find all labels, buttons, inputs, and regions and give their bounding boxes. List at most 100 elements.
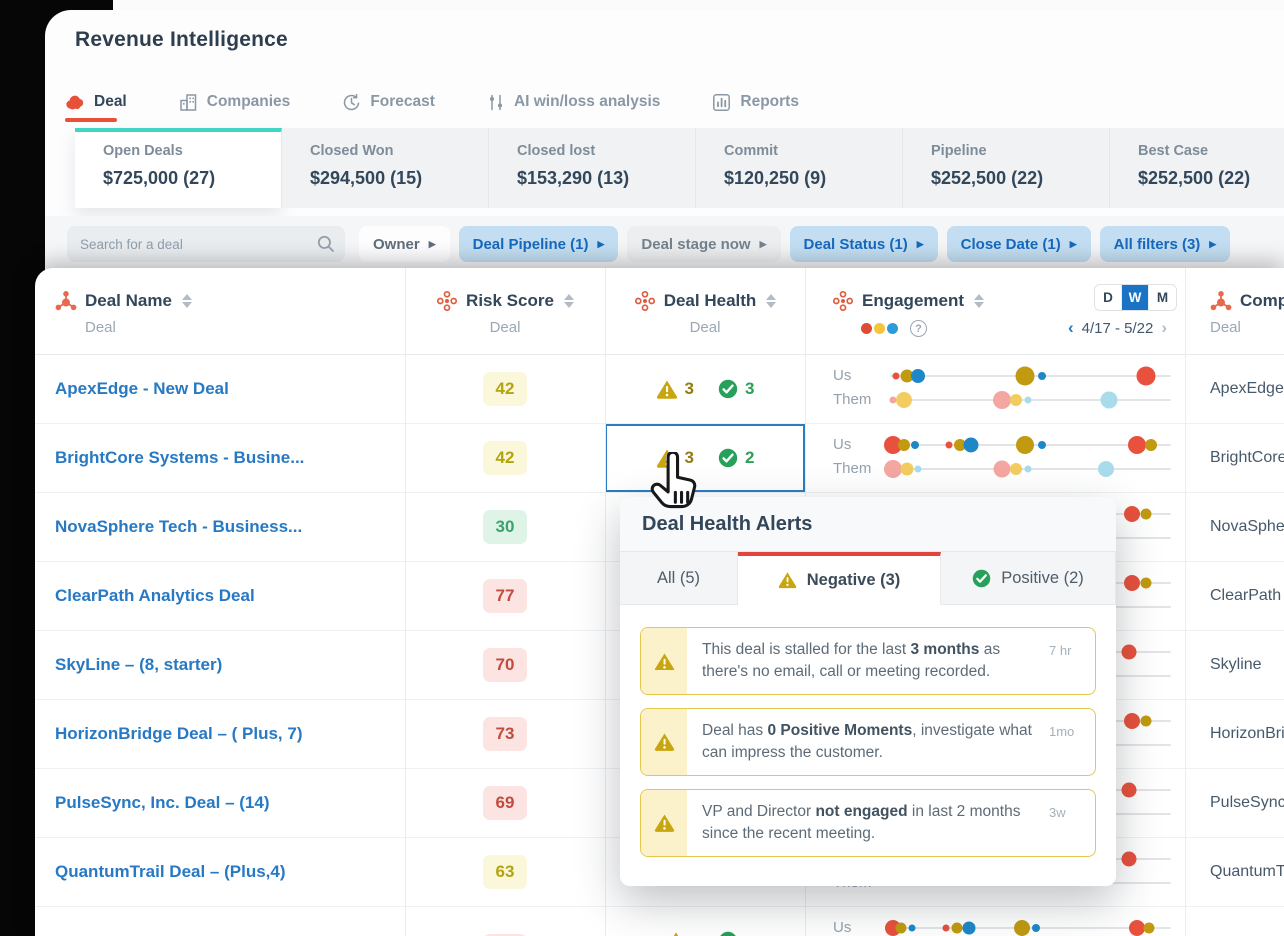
summary-card-pipeline[interactable]: Pipeline $252,500 (22) <box>903 128 1110 208</box>
deal-name-link[interactable]: ApexEdge - New Deal <box>55 379 229 398</box>
engagement-legend: ? <box>805 320 1185 337</box>
engagement-us-label: Us <box>833 367 852 384</box>
engagement-dot <box>954 439 967 451</box>
deal-name-link[interactable]: QuantumTrail Deal – (Plus,4) <box>55 862 286 881</box>
risk-score-badge: 70 <box>483 648 527 682</box>
column-header-risk-score: Risk Score Deal <box>405 268 605 354</box>
deal-name-cell: ClearPath Analytics Deal <box>35 562 405 630</box>
summary-card-best-case[interactable]: Best Case $252,500 (22) <box>1110 128 1284 208</box>
engagement-dot <box>1140 577 1152 589</box>
warning-icon <box>654 814 674 833</box>
filter-chip-owner[interactable]: Owner ▶ <box>359 226 450 262</box>
sort-toggle[interactable] <box>766 294 777 308</box>
hand-cursor-icon <box>650 452 697 509</box>
warning-icon <box>654 733 674 752</box>
chevron-right-icon[interactable]: › <box>1161 318 1167 337</box>
engagement-dot <box>1123 575 1140 591</box>
engagement-dot <box>900 462 914 476</box>
help-icon[interactable]: ? <box>910 320 927 337</box>
nav-tab-companies[interactable]: Companies <box>179 93 290 112</box>
engagement-dot <box>1121 851 1137 867</box>
filter-chip-deal-stage-now[interactable]: Deal stage now ▶ <box>627 226 781 262</box>
deal-name-cell <box>35 907 405 936</box>
period-option-m[interactable]: M <box>1156 290 1169 305</box>
chevron-right-icon: ▶ <box>916 238 924 249</box>
company-cell: ClearPath <box>1210 587 1282 604</box>
sort-toggle[interactable] <box>563 294 574 308</box>
popup-tab-label: Negative (3) <box>806 570 901 589</box>
company-cell: HorizonBridge <box>1210 725 1284 742</box>
summary-card-commit[interactable]: Commit $120,250 (9) <box>696 128 903 208</box>
engagement-dot <box>951 922 963 934</box>
filter-chip-deal-pipeline-1-[interactable]: Deal Pipeline (1) ▶ <box>458 226 619 262</box>
summary-card-open-deals[interactable]: Open Deals $725,000 (27) <box>75 128 282 208</box>
summary-card-closed-lost[interactable]: Closed lost $153,290 (13) <box>489 128 696 208</box>
popup-tab-all-5-[interactable]: All (5) <box>620 552 738 605</box>
engagement-dot <box>1121 644 1137 660</box>
nav-tab-forecast[interactable]: Forecast <box>342 93 435 112</box>
popup-tab-label: All (5) <box>656 568 701 587</box>
period-option-w[interactable]: W <box>1122 285 1149 310</box>
engagement-dot <box>1123 506 1140 522</box>
risk-score-cell: 42 <box>405 355 605 423</box>
deal-name-cell: PulseSync, Inc. Deal – (14) <box>35 769 405 837</box>
warning-icon <box>656 380 677 399</box>
column-subtitle: Deal <box>689 319 721 336</box>
sort-toggle[interactable] <box>181 294 192 308</box>
risk-score-cell: 63 <box>405 838 605 906</box>
summary-card-value: $120,250 (9) <box>724 168 827 188</box>
main-nav: Deal Companies Forecast AI win/loss analysi… <box>65 82 799 122</box>
chevron-left-icon[interactable]: ‹ <box>1067 318 1074 337</box>
table-header: Deal Name Deal Risk Score Deal Deal Health De… <box>35 268 1284 355</box>
search-input[interactable] <box>67 226 345 262</box>
filter-chip-all-filters-3-[interactable]: All filters (3) ▶ <box>1099 226 1231 262</box>
deal-name-link[interactable]: BrightCore Systems - Busine... <box>55 448 305 467</box>
summary-card-value: $294,500 (15) <box>310 168 423 188</box>
summary-card-closed-won[interactable]: Closed Won $294,500 (15) <box>282 128 489 208</box>
engagement-dot <box>1037 441 1046 449</box>
alert-timestamp: 1mo <box>1049 723 1075 739</box>
deal-name-cell: BrightCore Systems - Busine... <box>35 424 405 492</box>
engagement-dot <box>900 369 914 383</box>
filter-chip-close-date-1-[interactable]: Close Date (1) ▶ <box>946 226 1091 262</box>
deal-name-link[interactable]: PulseSync, Inc. Deal – (14) <box>55 793 270 812</box>
warning-icon <box>673 932 679 936</box>
nav-tab-reports[interactable]: Reports <box>712 93 799 112</box>
period-option-d[interactable]: D <box>1095 285 1122 310</box>
deal-name-link[interactable]: SkyLine – (8, starter) <box>55 655 223 674</box>
deal-name-link[interactable]: ClearPath Analytics Deal <box>55 586 255 605</box>
sort-toggle[interactable] <box>974 294 985 308</box>
summary-card-value: $252,500 (22) <box>1138 168 1251 188</box>
deal-name-link[interactable]: NovaSphere Tech - Business... <box>55 517 303 536</box>
header-panel: Revenue Intelligence Deal Companies Foreca… <box>45 10 1284 272</box>
positive-alerts <box>718 931 745 936</box>
risk-score-badge: 42 <box>483 372 527 406</box>
popup-tab-negative-3-[interactable]: Negative (3) <box>738 552 941 605</box>
engagement-dot <box>911 369 926 383</box>
alert-card: This deal is stalled for the last 3 mont… <box>640 627 1096 695</box>
search-box[interactable] <box>67 226 345 262</box>
popup-tab-positive-2-[interactable]: Positive (2) <box>941 552 1116 605</box>
engagement-dot <box>1098 461 1115 477</box>
filter-chip-deal-status-1-[interactable]: Deal Status (1) ▶ <box>789 226 938 262</box>
deal-health-cell[interactable] <box>605 907 805 936</box>
engagement-dot <box>1136 366 1156 386</box>
alert-card: Deal has 0 Positive Moments, investigate… <box>640 707 1096 776</box>
nav-tab-ai-win-loss-analysis[interactable]: AI win/loss analysis <box>487 93 660 112</box>
engagement-dot <box>1037 372 1046 380</box>
popup-tabs: All (5) Negative (3) Positive (2) <box>620 552 1116 605</box>
table-row: ApexEdge - New Deal 42 3 3 Us Them ApexEdge <box>35 355 1284 424</box>
check-icon <box>972 569 991 587</box>
engagement-dot <box>898 439 911 451</box>
nav-tab-deal[interactable]: Deal <box>65 93 127 122</box>
filter-chip-label: Owner <box>373 235 420 253</box>
negative-count: 3 <box>684 448 694 467</box>
engagement-dot <box>942 924 950 932</box>
nav-tab-label: Deal <box>94 93 127 110</box>
deal-name-link[interactable]: HorizonBridge Deal – ( Plus, 7) <box>55 724 303 743</box>
